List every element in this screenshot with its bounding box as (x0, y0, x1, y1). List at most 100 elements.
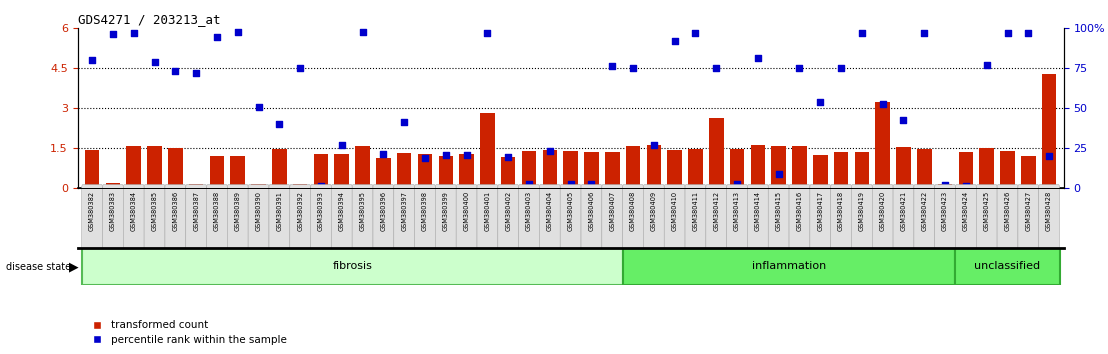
Text: GSM380427: GSM380427 (1025, 190, 1032, 231)
Point (874, 101, 892, 107)
Text: disease state: disease state (6, 262, 71, 272)
Point (666, 38, 684, 44)
Bar (937, 184, 953, 188)
Text: GSM380404: GSM380404 (547, 190, 553, 231)
Bar (418, 154, 432, 188)
FancyBboxPatch shape (82, 185, 103, 251)
FancyBboxPatch shape (644, 185, 664, 251)
Text: GSM380384: GSM380384 (131, 190, 136, 231)
FancyBboxPatch shape (768, 185, 789, 251)
FancyBboxPatch shape (456, 185, 478, 251)
FancyBboxPatch shape (352, 185, 373, 251)
FancyBboxPatch shape (706, 185, 727, 251)
Text: GSM380428: GSM380428 (1046, 190, 1053, 231)
Bar (168, 148, 183, 188)
FancyBboxPatch shape (478, 185, 497, 251)
Text: inflammation: inflammation (752, 261, 827, 272)
Bar (1042, 74, 1056, 188)
Point (208, 34, 226, 40)
Point (957, 183, 975, 189)
Point (562, 182, 579, 187)
Bar (460, 154, 474, 188)
Text: GSM380402: GSM380402 (505, 190, 511, 231)
Bar (293, 184, 307, 188)
Point (541, 148, 558, 154)
FancyBboxPatch shape (248, 185, 269, 251)
Text: GSM380423: GSM380423 (942, 190, 948, 231)
Text: GSM380425: GSM380425 (984, 190, 989, 231)
Point (83, 57, 101, 63)
Bar (647, 145, 661, 188)
Point (417, 155, 434, 161)
FancyBboxPatch shape (290, 185, 310, 251)
Bar (1001, 151, 1015, 188)
FancyBboxPatch shape (685, 185, 706, 251)
Bar (376, 158, 391, 188)
Bar (623, 248, 955, 285)
FancyBboxPatch shape (851, 185, 872, 251)
Point (624, 65, 642, 70)
Point (749, 55, 767, 61)
Point (832, 65, 850, 70)
Point (1019, 30, 1037, 36)
Bar (605, 152, 619, 188)
Point (936, 183, 954, 188)
Text: GSM380420: GSM380420 (880, 190, 885, 231)
Point (791, 65, 809, 70)
Text: GSM380390: GSM380390 (256, 190, 261, 230)
Bar (563, 151, 578, 188)
Text: GSM380426: GSM380426 (1005, 190, 1010, 231)
Text: GSM380393: GSM380393 (318, 190, 324, 230)
Point (458, 152, 475, 158)
FancyBboxPatch shape (727, 185, 748, 251)
Point (145, 59, 163, 65)
Point (479, 30, 496, 36)
Bar (522, 151, 536, 188)
Bar (85, 150, 100, 188)
Text: GSM380407: GSM380407 (609, 190, 615, 231)
FancyBboxPatch shape (623, 185, 644, 251)
Text: GSM380406: GSM380406 (588, 190, 594, 231)
Bar (688, 149, 702, 188)
Text: ▶: ▶ (69, 261, 79, 274)
Bar (854, 152, 869, 188)
Point (396, 119, 413, 125)
Bar (771, 147, 786, 188)
Point (187, 70, 205, 76)
Text: fibrosis: fibrosis (332, 261, 372, 272)
Bar (917, 149, 932, 188)
Point (125, 30, 143, 36)
Bar (955, 248, 1059, 285)
FancyBboxPatch shape (227, 185, 248, 251)
Text: GSM380424: GSM380424 (963, 190, 968, 231)
Bar (501, 157, 515, 188)
Text: GSM380400: GSM380400 (463, 190, 470, 231)
FancyBboxPatch shape (519, 185, 540, 251)
Text: GSM380413: GSM380413 (735, 190, 740, 230)
Text: GSM380417: GSM380417 (818, 190, 823, 231)
Bar (147, 146, 162, 188)
FancyBboxPatch shape (748, 185, 768, 251)
Point (229, 29, 247, 34)
FancyBboxPatch shape (165, 185, 186, 251)
Text: GSM380403: GSM380403 (526, 190, 532, 231)
Point (604, 63, 622, 69)
Bar (979, 148, 994, 188)
FancyBboxPatch shape (123, 185, 144, 251)
Text: GSM380386: GSM380386 (173, 190, 178, 231)
FancyBboxPatch shape (602, 185, 623, 251)
Text: GSM380405: GSM380405 (567, 190, 574, 231)
FancyBboxPatch shape (414, 185, 435, 251)
FancyBboxPatch shape (206, 185, 227, 251)
Point (894, 117, 912, 123)
FancyBboxPatch shape (393, 185, 414, 251)
FancyBboxPatch shape (269, 185, 290, 251)
FancyBboxPatch shape (1038, 185, 1059, 251)
Bar (958, 152, 973, 188)
Text: GSM380397: GSM380397 (401, 190, 407, 230)
Bar (875, 102, 890, 188)
Bar (480, 113, 494, 188)
Bar (792, 147, 807, 188)
FancyBboxPatch shape (186, 185, 206, 251)
FancyBboxPatch shape (893, 185, 914, 251)
